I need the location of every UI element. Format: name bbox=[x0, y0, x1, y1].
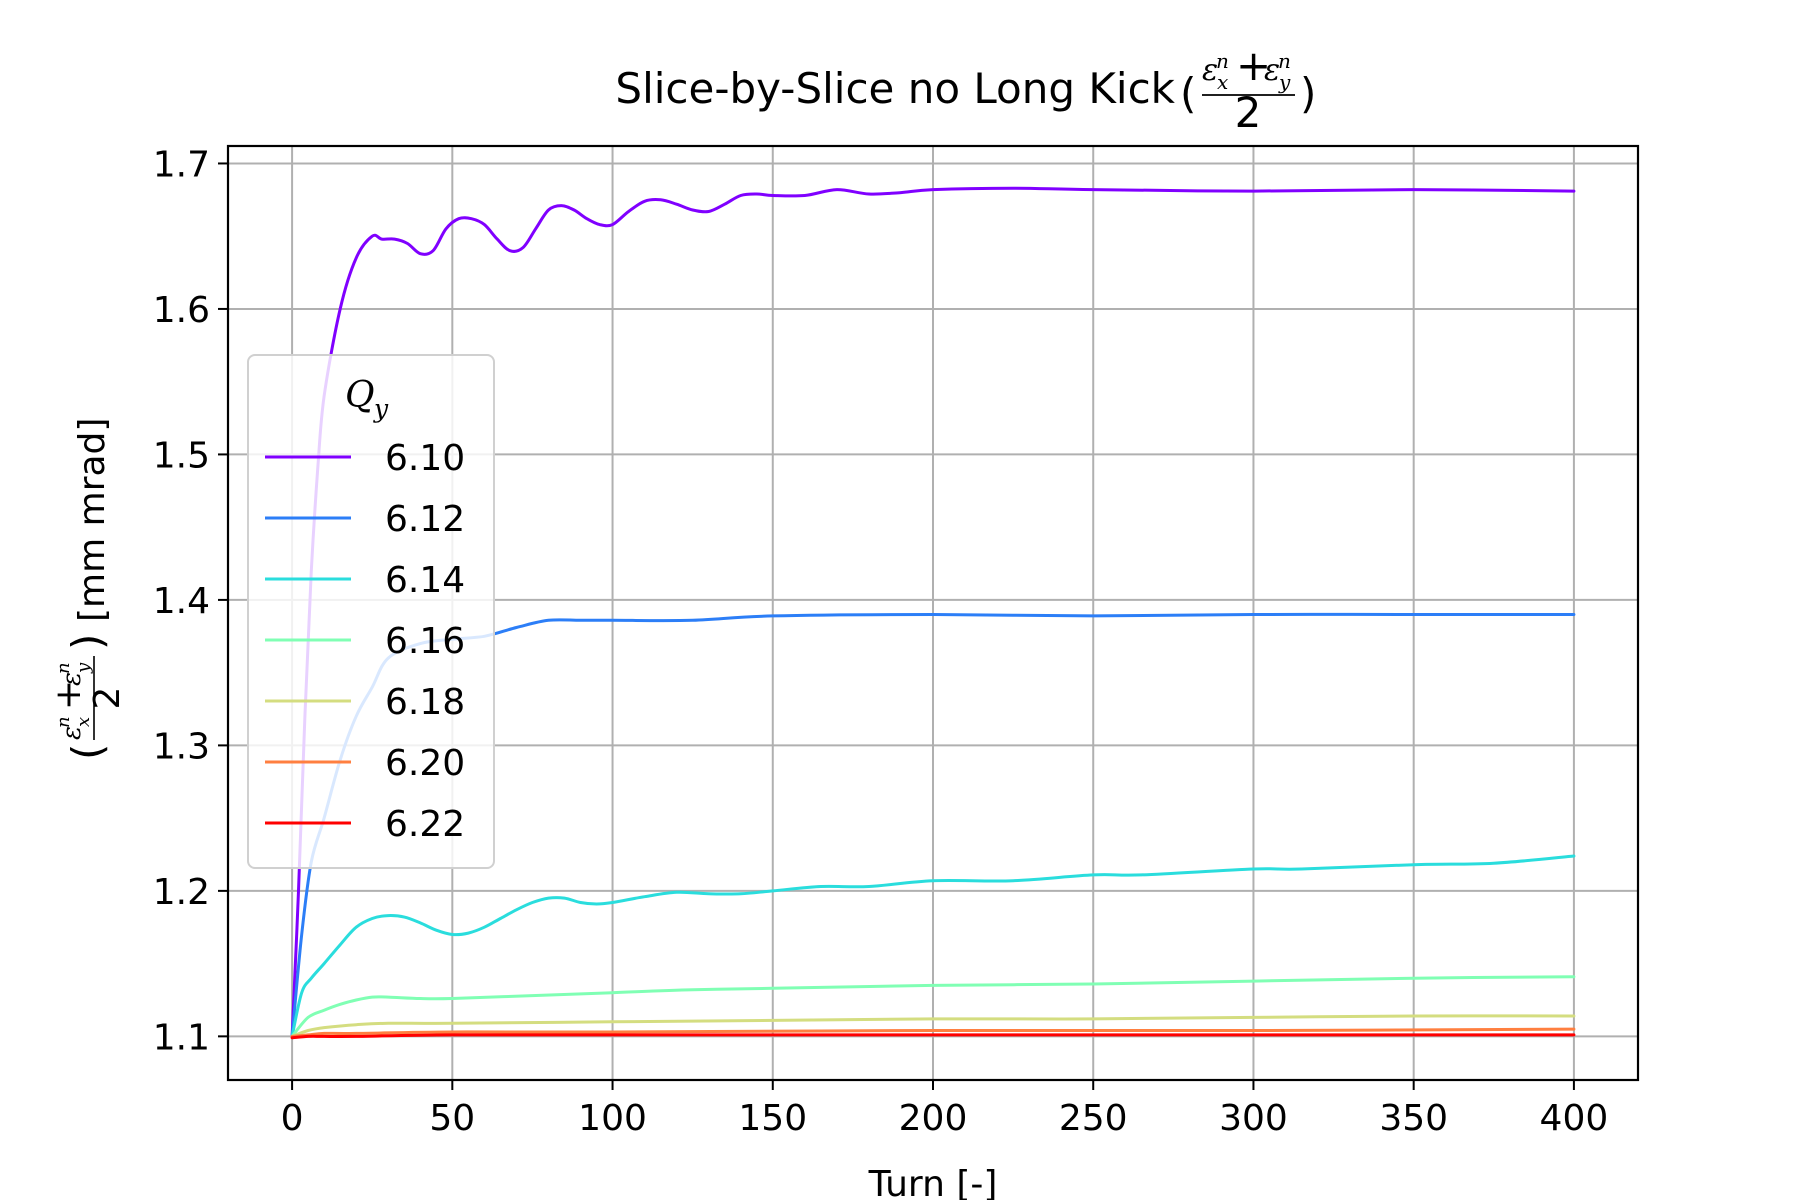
x-tick-label: 150 bbox=[738, 1098, 807, 1139]
title-paren-right: ) bbox=[1300, 69, 1316, 118]
legend-label: 6.18 bbox=[385, 682, 465, 723]
x-tick-label: 50 bbox=[429, 1098, 475, 1139]
y-label-sup-y: n bbox=[53, 662, 74, 674]
axis-ticks: 0 50 100 150 200 250 300 350 400 1.1 1.2 1.3 1.4 1.5 1… bbox=[153, 144, 1609, 1139]
series-line-6-16 bbox=[290, 975, 1576, 1038]
y-tick-label: 1.5 bbox=[153, 435, 210, 476]
title-fraction: ( ε n x + ε n y 2 ) bbox=[1180, 41, 1316, 137]
x-tick-label: 200 bbox=[899, 1098, 968, 1139]
y-label-plus: + bbox=[48, 680, 89, 710]
title-frac-sub-x: x bbox=[1217, 70, 1228, 94]
x-tick-label: 400 bbox=[1540, 1098, 1609, 1139]
title-frac-sup-x: n bbox=[1216, 49, 1229, 73]
y-tick-label: 1.6 bbox=[153, 290, 210, 331]
chart-title: Slice-by-Slice no Long Kick ( ε n x + ε … bbox=[615, 41, 1316, 137]
title-frac-eps-x: ε bbox=[1202, 53, 1218, 88]
y-label-den: 2 bbox=[87, 687, 128, 710]
legend-title-sub: y bbox=[373, 394, 389, 423]
y-tick-label: 1.7 bbox=[153, 144, 210, 185]
title-frac-sub-y: y bbox=[1278, 70, 1291, 94]
title-frac-plus: + bbox=[1236, 41, 1271, 90]
series-lines bbox=[290, 186, 1576, 1040]
y-label-sup-x: n bbox=[53, 716, 74, 728]
y-label-sub-y: y bbox=[73, 662, 94, 674]
title-frac-eps-y: ε bbox=[1264, 53, 1280, 88]
y-tick-label: 1.3 bbox=[153, 726, 210, 767]
legend-label: 6.20 bbox=[385, 743, 465, 784]
legend: Q y 6.10 6.12 6.14 6.16 6.18 6.20 6.22 bbox=[247, 354, 495, 869]
series-line-6-20 bbox=[290, 1027, 1576, 1038]
legend-label: 6.16 bbox=[385, 621, 465, 662]
x-tick-label: 300 bbox=[1219, 1098, 1288, 1139]
legend-label: 6.14 bbox=[385, 560, 465, 601]
series-line-6-10 bbox=[290, 186, 1576, 1038]
title-frac-sup-y: n bbox=[1278, 49, 1291, 73]
x-tick-label: 100 bbox=[578, 1098, 647, 1139]
title-frac-den: 2 bbox=[1235, 88, 1262, 137]
y-tick-label: 1.2 bbox=[153, 872, 210, 913]
legend-items: 6.10 6.12 6.14 6.16 6.18 6.20 6.22 bbox=[265, 438, 465, 845]
x-tick-label: 0 bbox=[281, 1098, 304, 1139]
x-tick-label: 250 bbox=[1059, 1098, 1128, 1139]
y-label-eps-x: ε bbox=[57, 726, 87, 740]
legend-title-q: Q bbox=[345, 375, 375, 416]
y-axis-label: ( ε n x + ε n y 2 ) [mm mrad] bbox=[48, 418, 128, 760]
x-tick-label: 350 bbox=[1379, 1098, 1448, 1139]
series-line-6-14 bbox=[290, 854, 1576, 1038]
title-paren-left: ( bbox=[1180, 69, 1196, 118]
y-label-paren-right: ) bbox=[63, 634, 112, 650]
y-label-unit: [mm mrad] bbox=[72, 418, 113, 622]
legend-label: 6.12 bbox=[385, 499, 465, 540]
legend-box bbox=[247, 354, 495, 869]
series-line-6-22 bbox=[290, 1033, 1576, 1040]
x-axis-label: Turn [-] bbox=[868, 1164, 998, 1200]
y-tick-label: 1.4 bbox=[153, 581, 210, 622]
y-tick-label: 1.1 bbox=[153, 1017, 210, 1058]
y-label-sub-x: x bbox=[73, 717, 94, 727]
y-label-paren-left: ( bbox=[63, 744, 112, 760]
legend-label: 6.22 bbox=[385, 804, 465, 845]
y-label-eps-y: ε bbox=[57, 672, 87, 686]
chart-title-text: Slice-by-Slice no Long Kick bbox=[615, 64, 1175, 113]
series-line-6-18 bbox=[290, 1014, 1576, 1038]
legend-label: 6.10 bbox=[385, 438, 465, 479]
